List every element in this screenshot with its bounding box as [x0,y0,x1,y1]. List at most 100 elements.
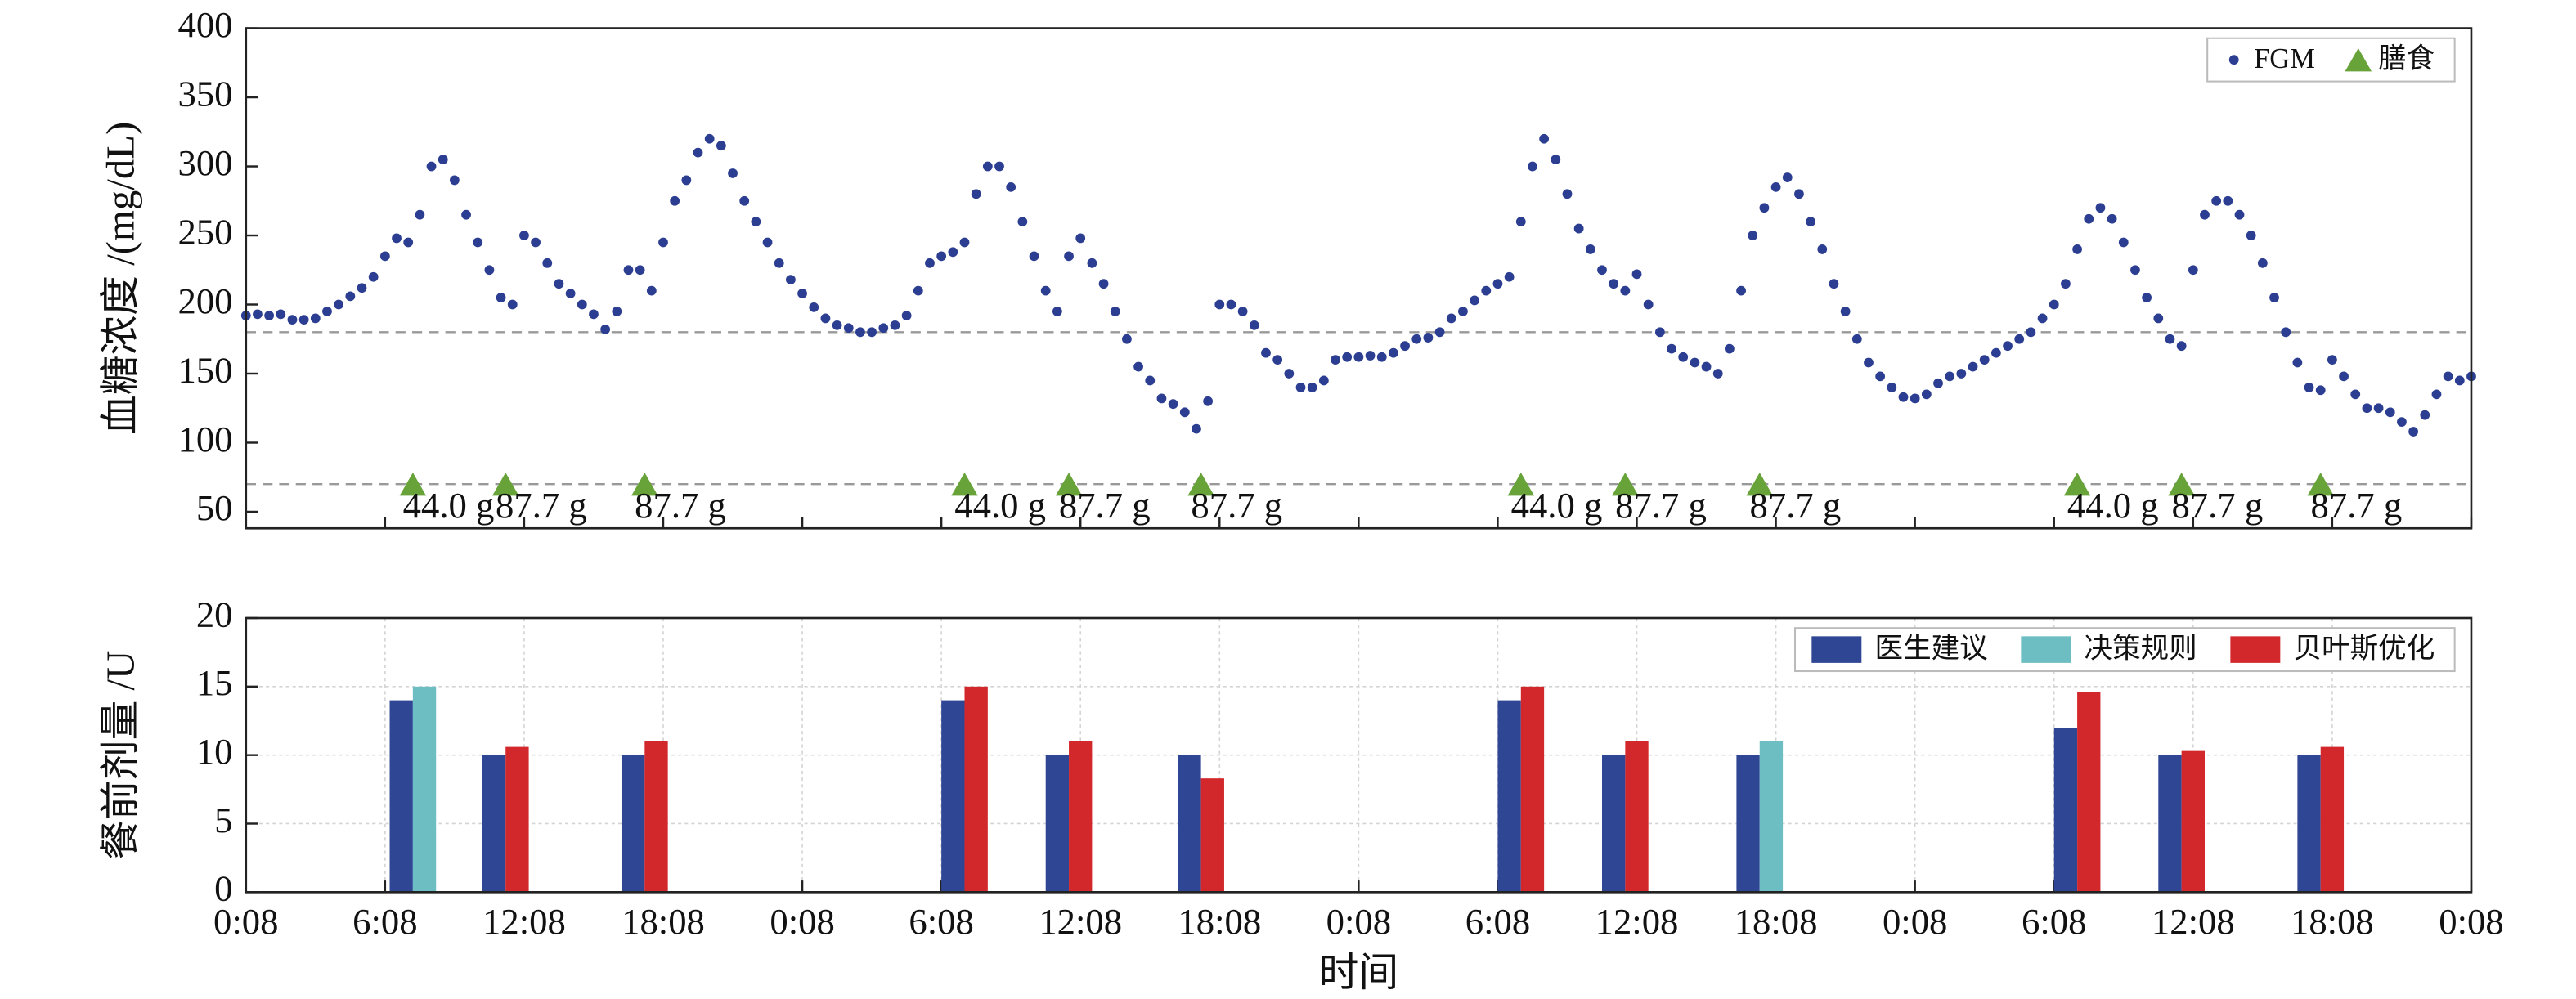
point [484,265,495,276]
triangle-marker [2168,472,2195,496]
point [2257,258,2268,268]
legend-swatch [1811,636,1862,663]
point [1840,307,1851,316]
point [1667,343,1676,354]
point [310,313,321,324]
bar [1602,755,1626,893]
x-tick-label: 0:08 [770,901,834,942]
plot-frame [245,616,2473,894]
bar [621,755,645,893]
point [1192,423,1201,434]
point [368,271,379,282]
point [2454,375,2465,386]
point [1307,383,1317,392]
point [554,279,564,289]
point [1249,320,1259,330]
point [982,161,993,172]
triangle-marker [1507,472,1535,496]
point [1006,181,1016,192]
point [1875,371,1886,382]
bar [1625,741,1649,893]
point [1585,244,1595,254]
point [1748,231,1758,240]
point [670,195,680,206]
point [1725,343,1735,354]
point [1365,351,1376,361]
bar [2158,755,2182,893]
point [1504,271,1515,282]
bar [2297,755,2321,893]
point [2188,265,2198,276]
meal-label: 87.7 g [1191,485,1282,526]
y-tick-label: 15 [196,662,233,703]
point [531,237,541,248]
point [1040,285,1051,296]
point [1376,352,1387,362]
point [1539,133,1550,144]
y-tick-label: 250 [177,211,232,252]
point [1284,369,1295,379]
x-tick-label: 0:08 [1326,901,1391,942]
point [496,293,506,302]
point [449,175,460,186]
legend-box [2206,37,2456,83]
bar [2181,750,2205,893]
y-tick-label: 10 [196,731,233,772]
point [1098,279,1109,289]
bar [1069,741,1093,893]
point [1631,269,1642,280]
meal-label: 44.0 g [954,485,1046,526]
triangle-marker [491,472,519,496]
bar [964,686,988,893]
point [2165,334,2175,344]
point [1226,299,1236,310]
point [890,320,900,330]
y-axis-label: 血糖浓度 /(mg/dL) [99,122,143,435]
point [276,309,286,320]
point [1597,265,1607,276]
point [542,258,553,268]
x-tick-label: 18:08 [2291,901,2374,942]
point [936,251,947,262]
point [971,189,981,199]
point [2037,313,2048,324]
y-axis-label: 餐前剂量 /U [99,651,143,860]
point [2118,237,2129,248]
point [2443,371,2453,382]
meal-label: 87.7 g [2311,485,2403,526]
point [2362,403,2372,414]
point [2014,334,2025,344]
point [2095,203,2106,213]
triangle-marker [2307,472,2334,496]
point [2292,357,2303,368]
bar [482,755,506,893]
bar [1497,700,1521,893]
y-tick-label: 400 [177,4,232,45]
bar [1200,778,1224,893]
point [2281,327,2291,338]
point [1203,396,1214,406]
point [2408,427,2418,437]
point [1921,389,1932,400]
bar [1736,755,1760,893]
point [612,307,622,316]
point [2107,213,2117,224]
point [2130,265,2140,276]
point [1956,369,1967,379]
triangle-marker [631,472,658,496]
bar [941,700,965,893]
point [1770,181,1781,192]
point [287,315,298,325]
point [832,320,842,330]
bar [644,741,668,893]
point [1017,217,1028,227]
point [2373,403,2384,414]
point [2228,55,2239,65]
point [1075,233,1086,244]
point [2223,195,2233,206]
point [264,311,275,320]
point [948,247,958,258]
legend-box [1793,627,2456,673]
triangle-marker [1746,472,1774,496]
point [392,233,402,244]
